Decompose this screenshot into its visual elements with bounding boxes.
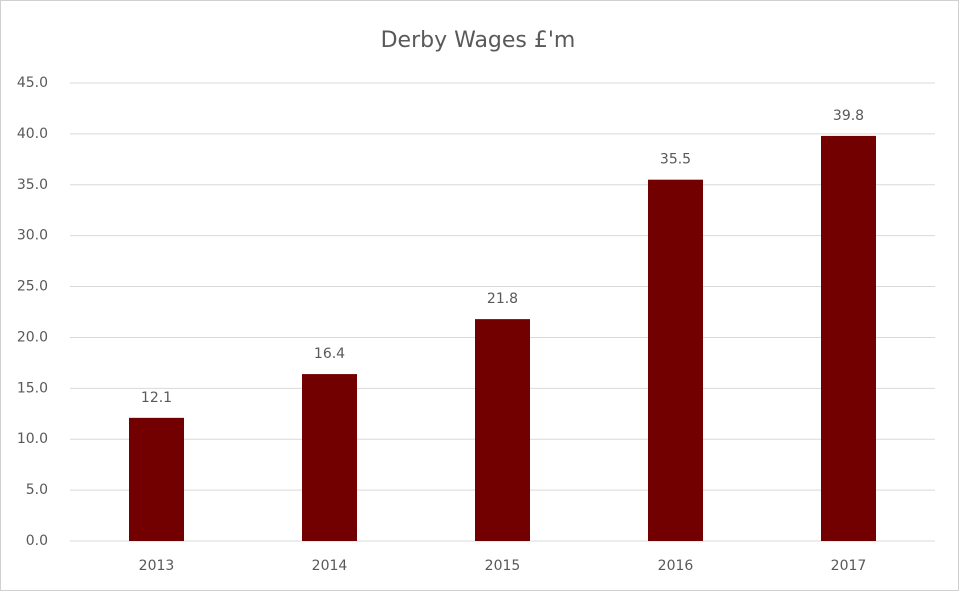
y-tick-label: 25.0	[17, 279, 48, 295]
y-tick-label: 40.0	[17, 126, 48, 142]
y-tick-label: 5.0	[26, 482, 48, 498]
bar	[821, 135, 876, 541]
chart-title: Derby Wages £'m	[381, 28, 576, 53]
x-tick-label: 2017	[831, 558, 867, 574]
y-tick-label: 45.0	[17, 75, 48, 91]
y-tick-label: 20.0	[17, 329, 48, 345]
y-tick-label: 10.0	[17, 431, 48, 447]
x-tick-label: 2013	[139, 558, 175, 574]
bar	[475, 319, 530, 541]
y-tick-label: 15.0	[17, 380, 48, 396]
x-tick-label: 2015	[485, 558, 521, 574]
x-tick-label: 2016	[658, 558, 694, 574]
value-label: 12.1	[141, 390, 172, 406]
value-label: 21.8	[487, 291, 518, 307]
x-tick-label: 2014	[312, 558, 348, 574]
y-tick-label: 0.0	[26, 533, 48, 549]
y-tick-label: 35.0	[17, 177, 48, 193]
value-label: 35.5	[660, 152, 691, 168]
bar	[129, 417, 184, 541]
y-tick-label: 30.0	[17, 228, 48, 244]
value-label: 16.4	[314, 346, 345, 362]
value-label: 39.8	[833, 108, 864, 124]
bar	[302, 374, 357, 541]
bar	[648, 179, 703, 541]
